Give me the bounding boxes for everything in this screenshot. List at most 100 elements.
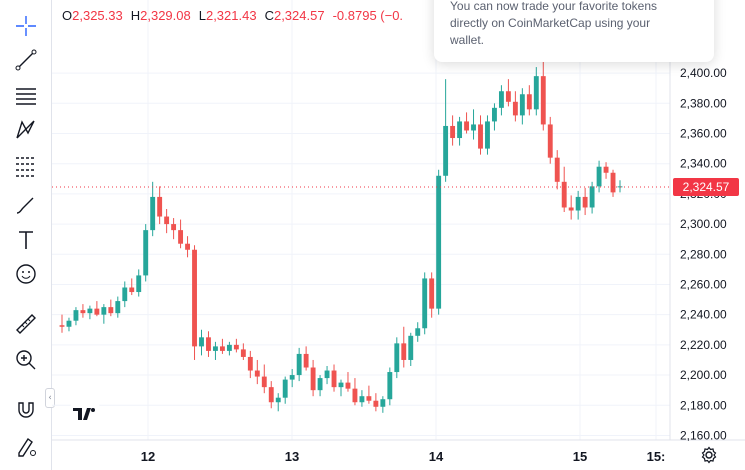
- candle-body: [394, 343, 400, 373]
- candle-body: [359, 396, 365, 403]
- price-tick-label: 2,380.00: [680, 96, 727, 110]
- price-tick-label: 2,180.00: [680, 398, 727, 412]
- change-value: -0.8795 (−0.: [332, 8, 404, 23]
- candle-body: [352, 388, 358, 403]
- candle-body: [387, 372, 393, 400]
- high-label: H: [130, 8, 141, 23]
- low-value: 2,321.43: [205, 8, 257, 23]
- low-label: L: [198, 8, 206, 23]
- candle-body: [554, 157, 560, 182]
- candle-body: [547, 124, 553, 158]
- candle-body: [275, 397, 281, 403]
- candle-body: [87, 308, 93, 314]
- magnet-icon[interactable]: [10, 394, 42, 426]
- tradingview-logo[interactable]: [70, 402, 100, 426]
- candle-body: [415, 328, 421, 336]
- candle-body: [373, 400, 379, 407]
- lock-drawing-icon[interactable]: [10, 430, 42, 462]
- candle-body: [338, 382, 344, 388]
- price-tick-label: 2,200.00: [680, 368, 727, 382]
- candle-body: [540, 76, 546, 125]
- candle-body: [59, 325, 65, 327]
- candle-body: [185, 243, 190, 250]
- candle-body: [226, 344, 232, 351]
- pattern-icon[interactable]: [10, 114, 42, 146]
- price-tick-label: 2,340.00: [680, 157, 727, 171]
- close-label: C: [264, 8, 274, 23]
- brush-icon[interactable]: [10, 190, 42, 222]
- price-tick-label: 2,400.00: [680, 66, 727, 80]
- trade-promo-tooltip: You can now trade your favorite tokens d…: [434, 0, 714, 62]
- candle-body: [296, 353, 302, 376]
- collapse-toolbar-button[interactable]: ‹: [45, 388, 55, 408]
- open-label: O: [62, 8, 73, 23]
- trend-line-icon[interactable]: [10, 44, 42, 76]
- candle-body: [101, 307, 107, 315]
- candle-body: [324, 370, 330, 379]
- candle-body: [247, 356, 253, 371]
- chart-grid: [52, 0, 670, 440]
- time-tick-label: 14: [429, 449, 444, 464]
- candle-body: [603, 166, 609, 173]
- candle-body: [192, 249, 197, 347]
- candle-body: [492, 107, 497, 122]
- open-value: 2,325.33: [72, 8, 123, 23]
- prediction-icon[interactable]: [10, 150, 42, 182]
- candle-body: [66, 320, 72, 327]
- candle-body: [240, 349, 246, 357]
- candle-body: [206, 337, 211, 351]
- candle-body: [254, 370, 260, 377]
- candle-body: [157, 196, 163, 217]
- candle-body: [505, 91, 511, 102]
- candle-body: [589, 186, 595, 208]
- candle-body: [268, 387, 274, 403]
- candle-body: [199, 337, 204, 347]
- text-icon[interactable]: [10, 224, 42, 256]
- price-tick-label: 2,300.00: [680, 217, 727, 231]
- candle-body: [436, 175, 442, 309]
- candle-body: [478, 124, 483, 149]
- close-value: 2,324.57: [273, 8, 325, 23]
- candle-body: [108, 307, 114, 314]
- candle-body: [561, 181, 567, 208]
- candle-body: [171, 224, 177, 231]
- price-tick-label: 2,260.00: [680, 277, 727, 291]
- current-price-badge: 2,324.57: [673, 177, 739, 196]
- candle-body: [596, 166, 602, 187]
- settings-gear-icon[interactable]: [700, 446, 718, 464]
- ohlc-legend: O2,325.33 H2,329.08 L2,321.43 C2,324.57 …: [62, 8, 403, 23]
- candle-body: [317, 378, 323, 391]
- candle-body: [73, 310, 79, 321]
- candle-body: [526, 94, 532, 110]
- candle-body: [80, 310, 86, 314]
- candle-body: [575, 196, 581, 211]
- candle-body: [282, 379, 288, 398]
- candle-body: [129, 287, 135, 293]
- candle-body: [178, 230, 184, 244]
- candle-body: [150, 196, 156, 231]
- emoji-icon[interactable]: [10, 258, 42, 290]
- price-tick-label: 2,280.00: [680, 247, 727, 261]
- candlestick-chart[interactable]: 2,400.002,380.002,360.002,340.002,320.00…: [52, 0, 745, 470]
- candle-body: [331, 370, 337, 388]
- zoom-in-icon[interactable]: [10, 344, 42, 376]
- candle-body: [457, 121, 463, 139]
- candle-body: [345, 382, 351, 389]
- candle-body: [303, 353, 309, 368]
- candle-body: [429, 278, 435, 309]
- candle-body: [115, 301, 121, 314]
- candle-body: [143, 230, 149, 276]
- ruler-icon[interactable]: [10, 308, 42, 340]
- candle-body: [582, 196, 588, 208]
- fib-retracement-icon[interactable]: [10, 80, 42, 112]
- tooltip-line-2: directly on CoinMarketCap using your: [450, 16, 651, 30]
- candle-body: [498, 91, 504, 108]
- crosshair-icon[interactable]: [10, 10, 42, 42]
- price-tick-label: 2,240.00: [680, 308, 727, 322]
- tooltip-line-1: You can now trade your favorite tokens: [450, 0, 658, 13]
- drawing-toolbar: ‹: [0, 0, 55, 470]
- candle-body: [380, 399, 386, 407]
- candles-group: [59, 61, 623, 413]
- candle-body: [136, 275, 142, 293]
- candle-body: [213, 346, 218, 351]
